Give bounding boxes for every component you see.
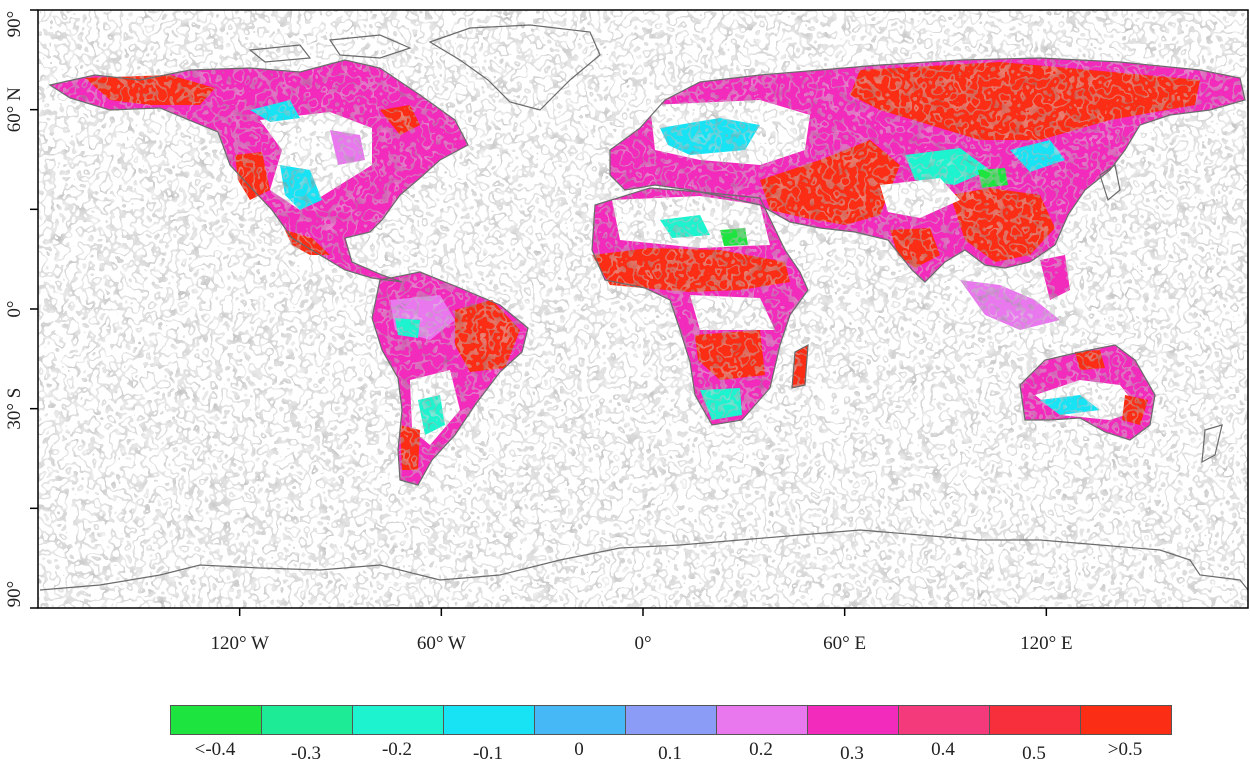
- legend-label: >0.5: [1107, 739, 1143, 760]
- legend-swatch: [989, 705, 1081, 735]
- legend-swatch: [443, 705, 535, 735]
- legend-swatch: [352, 705, 444, 735]
- map-axes: 120° W 60° W 0° 60° E 120° E 90° 60° N 0° 30° S 9…: [4, 9, 1073, 654]
- legend-swatch: [716, 705, 808, 735]
- legend-label: 0.4: [931, 739, 955, 760]
- legend-label: 0.3: [840, 743, 864, 764]
- legend-label: -0.3: [290, 743, 322, 764]
- legend-swatch: [1080, 705, 1172, 735]
- legend-swatch: [170, 705, 262, 735]
- legend-swatch: [534, 705, 626, 735]
- x-tick-label: 120° W: [210, 633, 269, 654]
- legend-swatch: [898, 705, 990, 735]
- x-tick-label: 60° E: [823, 633, 866, 654]
- y-tick-label: 30° S: [4, 388, 25, 430]
- legend-label: -0.1: [472, 743, 504, 764]
- x-tick-label: 120° E: [1020, 633, 1072, 654]
- legend-swatch: [625, 705, 717, 735]
- x-tick-label: 60° W: [417, 633, 466, 654]
- legend-label: 0.5: [1022, 743, 1046, 764]
- y-tick-label: 60° N: [4, 87, 25, 132]
- legend-label: 0.2: [749, 739, 773, 760]
- coastlines: [39, 24, 1248, 591]
- legend-label: 0.1: [658, 743, 682, 764]
- y-tick-label: 0°: [4, 300, 25, 317]
- y-tick-label: 90°: [4, 11, 25, 38]
- x-tick-label: 0°: [634, 633, 651, 654]
- legend-label: 0: [574, 739, 584, 760]
- legend-label: -0.2: [381, 739, 413, 760]
- legend-swatch: [261, 705, 353, 735]
- y-tick-label: 90°: [4, 581, 25, 608]
- legend-label: <-0.4: [194, 739, 236, 760]
- legend-swatch: [807, 705, 899, 735]
